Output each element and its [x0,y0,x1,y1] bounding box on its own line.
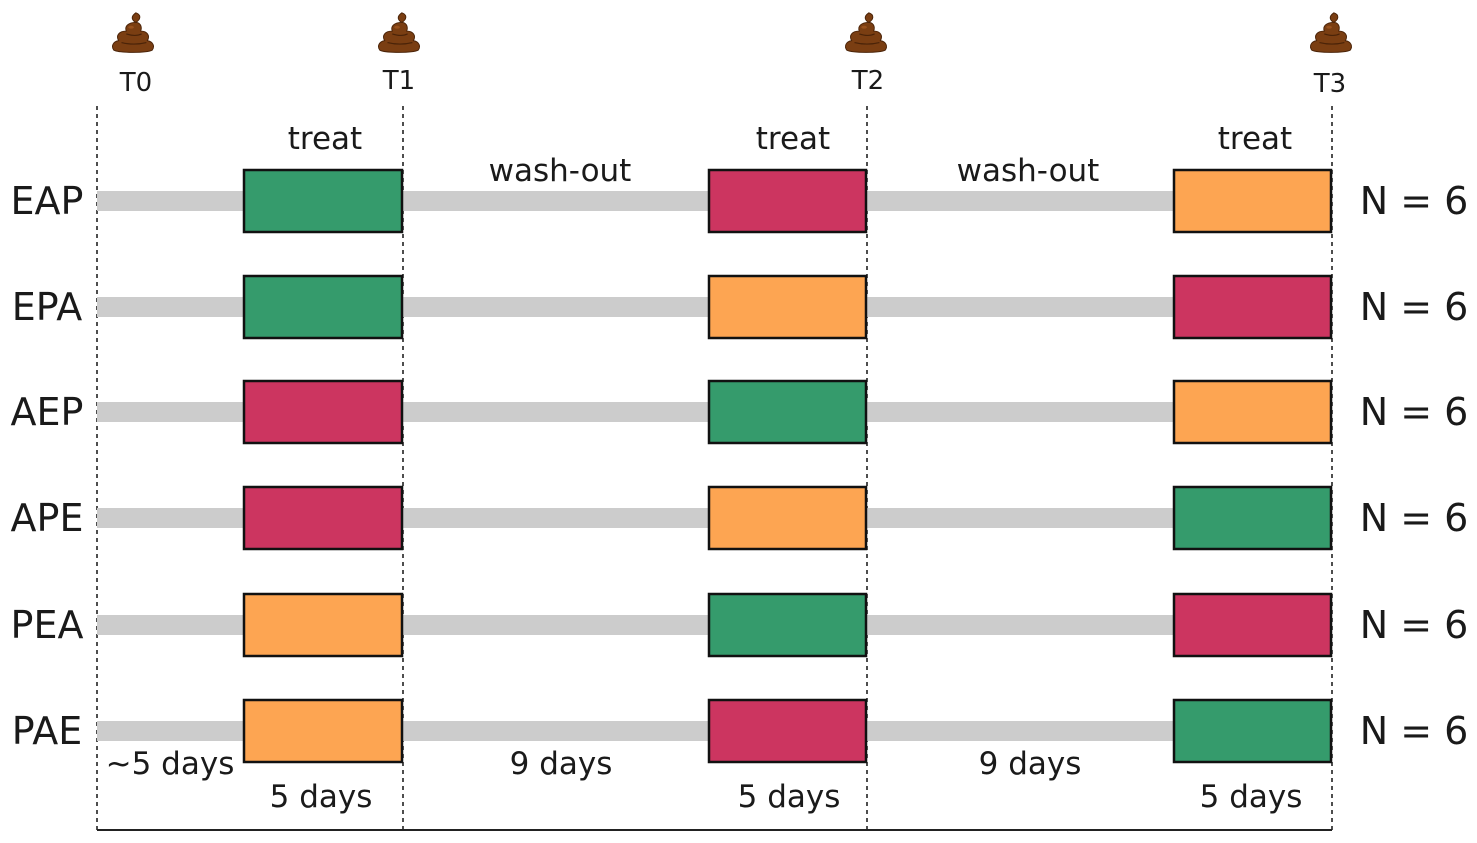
group-n-label: N = 6 [1360,603,1469,647]
treat-label-2: treat [756,121,830,157]
treatment-block-a [707,168,868,234]
treat-label-1: treat [288,121,362,157]
treatment-block-e [242,274,404,340]
baseline-duration-label: ~5 days [106,746,235,782]
washout-label-2: wash-out [957,153,1100,189]
group-label: APE [11,496,84,540]
treatment-block-a [1172,274,1333,340]
group-label: EAP [11,179,84,223]
stool-icon [111,12,155,53]
treatment-block-a [242,485,404,551]
treatment-block-a [707,698,868,764]
group-n-label: N = 6 [1360,709,1469,753]
timepoint-label-t2: T2 [851,66,884,96]
stool-icon [844,12,888,53]
timepoint-label-t1: T1 [382,66,415,96]
group-label: AEP [11,390,84,434]
washout-duration-label-1: 9 days [510,746,613,782]
treatment-block-e [1172,485,1333,551]
timepoint-label-t0: T0 [119,68,152,98]
group-label: PEA [11,603,84,647]
treatment-block-e [707,379,868,445]
group-n-label: N = 6 [1360,496,1469,540]
group-row-pea: PEA N = 6 [11,592,1469,658]
group-n-label: N = 6 [1360,285,1469,329]
treatment-block-a [242,379,404,445]
group-label: PAE [12,709,83,753]
treat-duration-label-3: 5 days [1200,779,1303,815]
group-row-aep: AEP N = 6 [11,379,1469,445]
group-n-label: N = 6 [1360,179,1469,223]
treatment-block-p [1172,379,1333,445]
treatment-block-e [242,168,404,234]
duration-labels: ~5 days 5 days 9 days 5 days 9 days 5 days [106,746,1303,815]
group-n-label: N = 6 [1360,390,1469,434]
group-row-epa: EPA N = 6 [12,274,1469,340]
timepoint-label-t3: T3 [1313,69,1346,99]
treat-label-3: treat [1218,121,1292,157]
treatment-block-p [1172,168,1333,234]
washout-duration-label-2: 9 days [979,746,1082,782]
group-label: EPA [12,285,83,329]
treatment-block-p [707,485,868,551]
washout-label-1: wash-out [489,153,632,189]
treatment-block-e [1172,698,1333,764]
group-row-ape: APE N = 6 [11,485,1469,551]
group-row-eap: EAP N = 6 [11,168,1469,234]
treat-duration-label-1: 5 days [270,779,373,815]
treatment-block-p [242,698,404,764]
group-row-pae: PAE N = 6 [12,698,1469,764]
phase-labels: treat treat treat wash-out wash-out [288,121,1292,189]
treatment-block-p [242,592,404,658]
stool-icon [377,12,421,53]
stool-icon [1309,12,1353,53]
timepoints: T0 T1 T2 T3 [111,12,1353,99]
treatment-block-p [707,274,868,340]
treat-duration-label-2: 5 days [738,779,841,815]
treatment-block-a [1172,592,1333,658]
treatment-block-e [707,592,868,658]
group-rows: EAP N = 6 EPA N = 6 AEP N = 6 APE N = 6 PEA N = 6… [11,168,1469,764]
